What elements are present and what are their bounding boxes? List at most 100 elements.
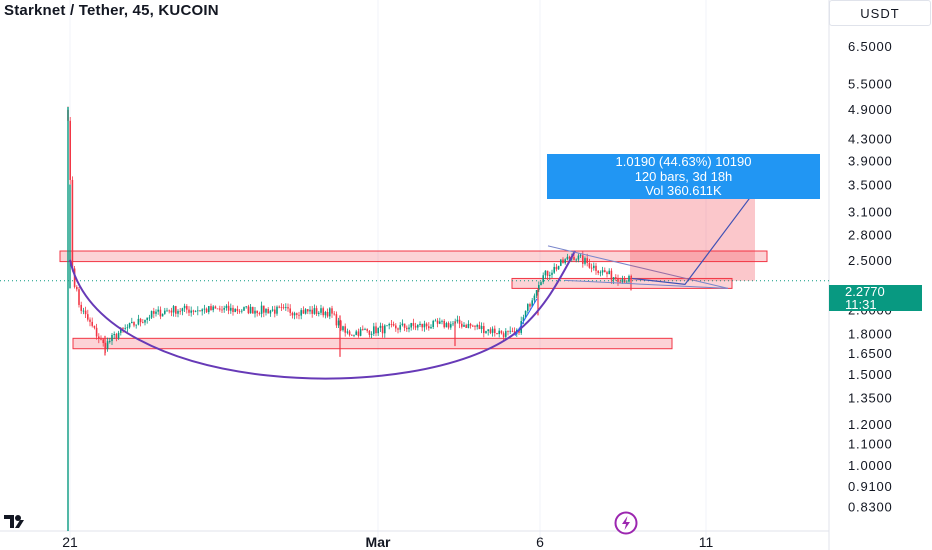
- candle: [128, 322, 131, 329]
- candle: [390, 320, 393, 328]
- candle: [212, 305, 214, 313]
- candle: [469, 322, 472, 329]
- candle: [170, 307, 173, 317]
- candle: [304, 308, 307, 315]
- lightning-icon[interactable]: [614, 511, 638, 540]
- trend-line[interactable]: [514, 298, 538, 337]
- bar-countdown: 11:31: [845, 297, 877, 312]
- candle: [621, 275, 624, 284]
- candle: [436, 318, 439, 328]
- price-tick-label: 2.8000: [848, 227, 893, 242]
- candle: [441, 319, 443, 325]
- candle: [408, 324, 410, 333]
- candle: [344, 323, 346, 337]
- chart-title: Starknet / Tether, 45, KUCOIN: [4, 2, 219, 19]
- price-tick-label: 3.5000: [848, 178, 893, 193]
- price-tick-label: 3.1000: [848, 205, 893, 220]
- currency-button[interactable]: USDT: [829, 0, 931, 26]
- candle: [289, 304, 291, 316]
- candle: [595, 262, 597, 275]
- candle: [201, 308, 203, 316]
- candle: [219, 305, 221, 312]
- candle: [256, 310, 258, 317]
- candle: [274, 305, 276, 318]
- price-tick-label: 1.3500: [848, 391, 893, 406]
- candle: [137, 314, 140, 326]
- candle: [267, 307, 269, 314]
- candle: [452, 321, 454, 327]
- price-tick-label: 3.9000: [848, 153, 893, 168]
- candle: [181, 307, 184, 316]
- candle: [89, 317, 91, 327]
- candle: [617, 274, 619, 286]
- candle: [247, 304, 250, 315]
- candle: [131, 317, 133, 324]
- candle: [243, 306, 245, 311]
- candle: [401, 319, 404, 327]
- candle: [562, 257, 564, 264]
- candle: [133, 321, 135, 328]
- time-tick-label: 21: [62, 534, 78, 550]
- candle: [115, 332, 118, 342]
- candle: [458, 316, 461, 329]
- candle: [430, 324, 432, 330]
- candle: [421, 323, 423, 332]
- candle: [461, 320, 463, 329]
- candle: [505, 328, 507, 340]
- projection-box[interactable]: [630, 197, 755, 281]
- candle: [496, 333, 498, 335]
- candle: [370, 331, 373, 339]
- candle: [84, 306, 87, 318]
- candle: [293, 311, 296, 320]
- candle: [302, 306, 305, 314]
- candle: [465, 323, 467, 329]
- candle: [601, 266, 604, 276]
- candle: [111, 333, 113, 346]
- price-tick-label: 1.2000: [848, 417, 893, 432]
- zone-rect[interactable]: [59, 250, 768, 263]
- time-tick-label: 11: [699, 534, 714, 550]
- candle: [355, 329, 357, 336]
- candle: [527, 303, 529, 315]
- candle: [227, 301, 230, 315]
- candle: [333, 311, 335, 316]
- candle: [549, 271, 551, 280]
- candle: [194, 310, 197, 313]
- candle: [366, 328, 368, 333]
- price-tick-label: 1.8000: [848, 326, 893, 341]
- candle: [379, 322, 382, 332]
- time-tick-label: 6: [536, 534, 544, 550]
- candle: [324, 310, 327, 319]
- wedge-lower-line[interactable]: [564, 279, 729, 289]
- wedge-upper-line[interactable]: [547, 245, 729, 289]
- candle: [615, 274, 617, 281]
- candle: [183, 303, 186, 312]
- candle: [236, 305, 239, 314]
- candle: [331, 305, 333, 318]
- candle: [590, 263, 593, 273]
- candle: [153, 307, 155, 319]
- candle: [93, 325, 96, 330]
- tradingview-logo-icon[interactable]: [2, 512, 28, 537]
- candle: [135, 324, 137, 329]
- cup-curve[interactable]: [69, 250, 576, 380]
- candle: [252, 306, 254, 314]
- candle: [117, 330, 120, 340]
- candle: [432, 319, 434, 330]
- candle: [445, 321, 448, 328]
- candle: [337, 317, 340, 328]
- candle: [359, 327, 362, 337]
- price-axis: 6.5000 5.5000 4.9000 4.3000 3.9000 3.5000 3.10…: [848, 39, 893, 515]
- candle: [364, 327, 366, 331]
- projection-path[interactable]: [631, 197, 751, 285]
- candle: [623, 275, 626, 283]
- candle: [161, 313, 164, 317]
- zone-rect[interactable]: [72, 337, 673, 350]
- current-price-tag: 2.2770 11:31: [829, 285, 922, 311]
- candle: [423, 320, 426, 332]
- candle: [241, 308, 243, 314]
- candle: [406, 325, 408, 332]
- candle: [535, 290, 538, 299]
- candle: [78, 287, 80, 308]
